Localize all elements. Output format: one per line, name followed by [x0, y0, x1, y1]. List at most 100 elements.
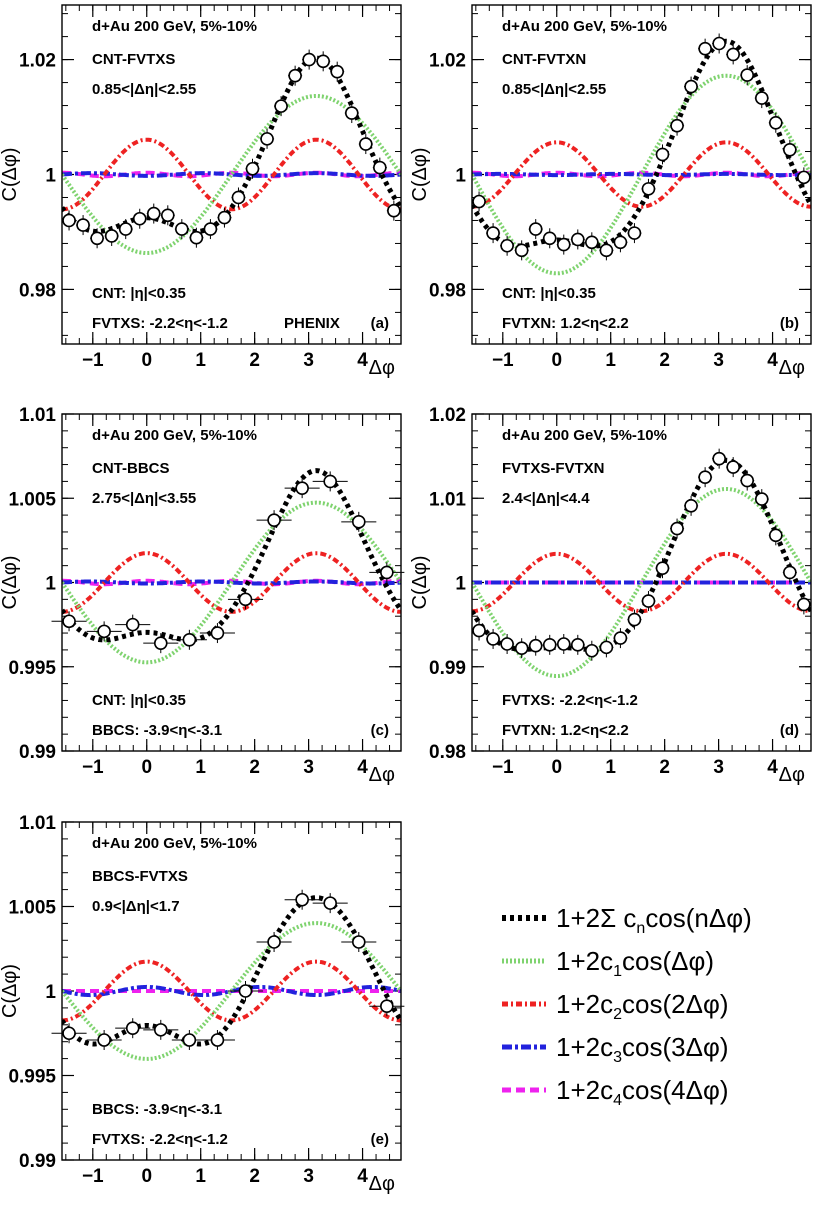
x-tick-label: 4: [357, 757, 368, 778]
legend-label: 1+2c4cos(4Δφ): [556, 1075, 728, 1109]
panel-letter: (b): [780, 315, 799, 332]
data-point: [104, 225, 119, 246]
panel-acc-1: FVTXS: -2.2<η<-1.2: [502, 692, 638, 709]
point-marker: [726, 47, 740, 62]
data-point: [146, 203, 161, 224]
curve-c2: [472, 140, 811, 209]
point-marker: [670, 118, 684, 133]
data-point: [231, 187, 246, 208]
curve-total: [472, 38, 811, 249]
y-tick-label: 0.99: [19, 742, 56, 763]
data-point: [245, 158, 260, 179]
point-marker: [570, 232, 585, 247]
point-marker: [528, 222, 543, 236]
data-point: [341, 931, 377, 952]
point-marker: [125, 1021, 140, 1035]
y-tick-label: 0.99: [429, 658, 466, 679]
x-tick-label: 4: [357, 1166, 368, 1187]
data-point: [613, 232, 628, 253]
panel-0: 0.98 1 1.02 −1 0 1 2 3 4 Δφ C(Δφ) d+Au 200 GeV, 5%-…: [0, 4, 402, 379]
point-marker: [655, 561, 670, 575]
data-point: [754, 88, 769, 109]
point-marker: [797, 170, 811, 185]
x-tick-label: 2: [659, 757, 670, 778]
point-marker: [160, 208, 175, 223]
data-point: [655, 144, 670, 165]
data-point: [542, 228, 557, 249]
data-point: [528, 219, 543, 240]
data-point: [486, 628, 501, 649]
data-point: [288, 65, 303, 86]
x-tick-label: 4: [767, 350, 778, 371]
legend-entry-c2: 1+2c2cos(2Δφ): [502, 989, 728, 1023]
point-marker: [380, 565, 394, 580]
y-tick-label: 0.99: [19, 1151, 56, 1172]
point-marker: [769, 528, 783, 543]
point-marker: [182, 632, 197, 647]
point-marker: [698, 470, 712, 484]
data-point: [726, 457, 741, 478]
point-marker: [344, 106, 359, 120]
y-tick-label: 0.98: [429, 742, 466, 763]
data-point: [51, 611, 87, 632]
point-marker: [797, 597, 811, 612]
x-axis-title: Δφ: [369, 357, 395, 379]
data-point: [302, 49, 317, 70]
point-marker: [288, 68, 302, 83]
data-point: [768, 112, 783, 133]
data-point: [584, 640, 599, 661]
x-tick-label: −1: [82, 350, 104, 371]
panel-4: 0.99 0.995 1 1.005 1.01 −1 0 1 2 3 4 Δφ C(Δφ) d+Au 20…: [0, 813, 405, 1195]
point-marker: [267, 513, 281, 527]
point-marker: [217, 210, 232, 225]
y-tick-label: 1.005: [8, 489, 56, 510]
data-point: [118, 219, 133, 240]
point-marker: [754, 492, 769, 506]
plot-frame: [61, 413, 402, 752]
point-marker: [153, 636, 168, 650]
point-marker: [90, 231, 104, 246]
data-point: [556, 634, 571, 655]
data-point: [782, 562, 797, 583]
point-marker: [238, 984, 253, 998]
point-marker: [599, 640, 614, 655]
panel-deta: 2.4<|Δη|<4.4: [502, 490, 590, 507]
fit-curves: [62, 55, 401, 255]
data-point: [217, 207, 232, 228]
point-marker: [514, 641, 529, 656]
data-point: [542, 634, 557, 655]
legend-entry-total: 1+2Σ cncos(nΔφ): [502, 903, 752, 937]
y-tick-label: 1.01: [19, 405, 56, 426]
point-marker: [351, 515, 366, 529]
y-tick-label: 0.995: [8, 658, 56, 679]
data-point: [86, 621, 122, 642]
point-marker: [740, 68, 755, 82]
point-marker: [585, 643, 599, 658]
point-marker: [740, 473, 755, 488]
point-marker: [132, 211, 147, 226]
curve-c1: [62, 500, 401, 665]
data-point: [698, 467, 713, 488]
data-point: [256, 510, 292, 531]
data-point: [227, 589, 264, 610]
data-point: [358, 134, 373, 155]
point-marker: [514, 243, 529, 258]
point-marker: [175, 222, 189, 236]
curve-c4: [472, 170, 811, 179]
legend-entry-c3: 1+2c3cos(3Δφ): [502, 1032, 728, 1066]
fit-curves: [62, 468, 401, 665]
point-marker: [118, 222, 133, 236]
point-marker: [712, 36, 726, 51]
data-point: [684, 76, 699, 97]
x-axis-title: Δφ: [779, 357, 805, 379]
panel-title: d+Au 200 GeV, 5%-10%: [92, 427, 257, 444]
point-marker: [500, 238, 514, 253]
panel-3: 0.98 0.99 1 1.01 1.02 −1 0 1 2 3 4 Δφ C(Δφ) d+Au 200 …: [409, 405, 812, 786]
data-point: [599, 240, 614, 261]
x-tick-label: 1: [195, 757, 206, 778]
y-axis-title: C(Δφ): [409, 147, 431, 201]
data-point: [312, 893, 348, 914]
panel-1: 0.98 1 1.02 −1 0 1 2 3 4 Δφ C(Δφ) d+Au 200 GeV, 5%-…: [409, 4, 812, 379]
point-marker: [62, 1026, 76, 1041]
point-marker: [125, 617, 140, 632]
